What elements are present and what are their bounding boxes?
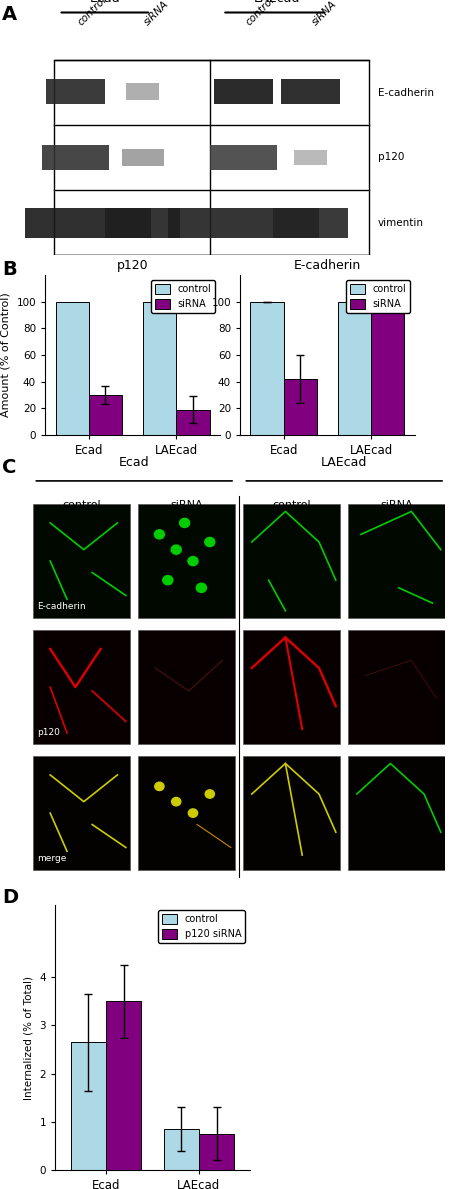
Circle shape [196, 584, 206, 592]
Bar [213, 78, 272, 103]
Bar [138, 630, 234, 744]
Text: siRNA: siRNA [170, 501, 202, 510]
Circle shape [179, 518, 189, 528]
Y-axis label: Amount (% of Control): Amount (% of Control) [1, 292, 11, 417]
Bar [106, 1001, 141, 1170]
Circle shape [188, 809, 197, 817]
Bar [337, 302, 370, 435]
Bar [176, 410, 209, 435]
Y-axis label: Internalized (% of Total): Internalized (% of Total) [24, 975, 34, 1100]
Bar [138, 756, 234, 870]
Legend: control, siRNA: control, siRNA [151, 279, 215, 313]
Circle shape [154, 530, 164, 539]
Bar [198, 1134, 234, 1170]
Bar [126, 82, 159, 100]
Bar [272, 208, 348, 238]
Bar [348, 504, 444, 618]
Text: LAEcad: LAEcad [253, 0, 299, 5]
Text: LAEcad: LAEcad [320, 457, 367, 470]
Legend: control, p120 siRNA: control, p120 siRNA [158, 910, 245, 943]
Circle shape [187, 556, 197, 566]
Text: E-cadherin: E-cadherin [37, 602, 86, 611]
Text: A: A [2, 5, 17, 24]
Circle shape [154, 782, 164, 791]
Legend: control, siRNA: control, siRNA [345, 279, 409, 313]
Bar [56, 302, 89, 435]
Bar [370, 306, 404, 435]
Bar [42, 145, 109, 170]
Bar [33, 504, 130, 618]
Circle shape [205, 789, 214, 798]
Bar [250, 302, 283, 435]
Circle shape [171, 545, 181, 554]
Text: E-cadherin: E-cadherin [377, 88, 433, 97]
Text: D: D [2, 888, 18, 907]
Text: C: C [2, 458, 16, 477]
Text: Ecad: Ecad [119, 457, 149, 470]
Bar [243, 756, 339, 870]
Bar [0, 208, 151, 238]
Text: p120: p120 [377, 152, 403, 163]
Bar [243, 504, 339, 618]
Title: E-cadherin: E-cadherin [293, 259, 360, 272]
Bar [143, 302, 176, 435]
Bar [293, 150, 327, 165]
Bar [105, 208, 180, 238]
Bar [243, 630, 339, 744]
Bar [348, 756, 444, 870]
Text: control: control [243, 0, 276, 27]
Bar [163, 1130, 198, 1170]
Text: siRNA: siRNA [310, 0, 339, 27]
Bar [33, 630, 130, 744]
Text: merge: merge [37, 854, 67, 863]
Title: p120: p120 [116, 259, 148, 272]
Bar [71, 1043, 106, 1170]
Circle shape [171, 798, 181, 806]
Text: control: control [272, 501, 310, 510]
Text: p120: p120 [37, 728, 61, 737]
Text: Ecad: Ecad [89, 0, 120, 5]
Bar [209, 145, 276, 170]
Bar [138, 504, 234, 618]
Bar [54, 59, 369, 254]
Bar [33, 756, 130, 870]
Text: siRNA: siRNA [379, 501, 412, 510]
Bar [167, 208, 318, 238]
Text: vimentin: vimentin [377, 218, 423, 227]
Bar [281, 78, 339, 103]
Bar [348, 630, 444, 744]
Text: control: control [62, 501, 101, 510]
Circle shape [162, 575, 172, 585]
Circle shape [204, 537, 214, 547]
Text: siRNA: siRNA [142, 0, 171, 27]
Bar [89, 395, 122, 435]
Text: control: control [75, 0, 108, 27]
Bar [121, 149, 163, 166]
Bar [46, 78, 105, 103]
Text: B: B [2, 260, 17, 279]
Bar [283, 379, 316, 435]
